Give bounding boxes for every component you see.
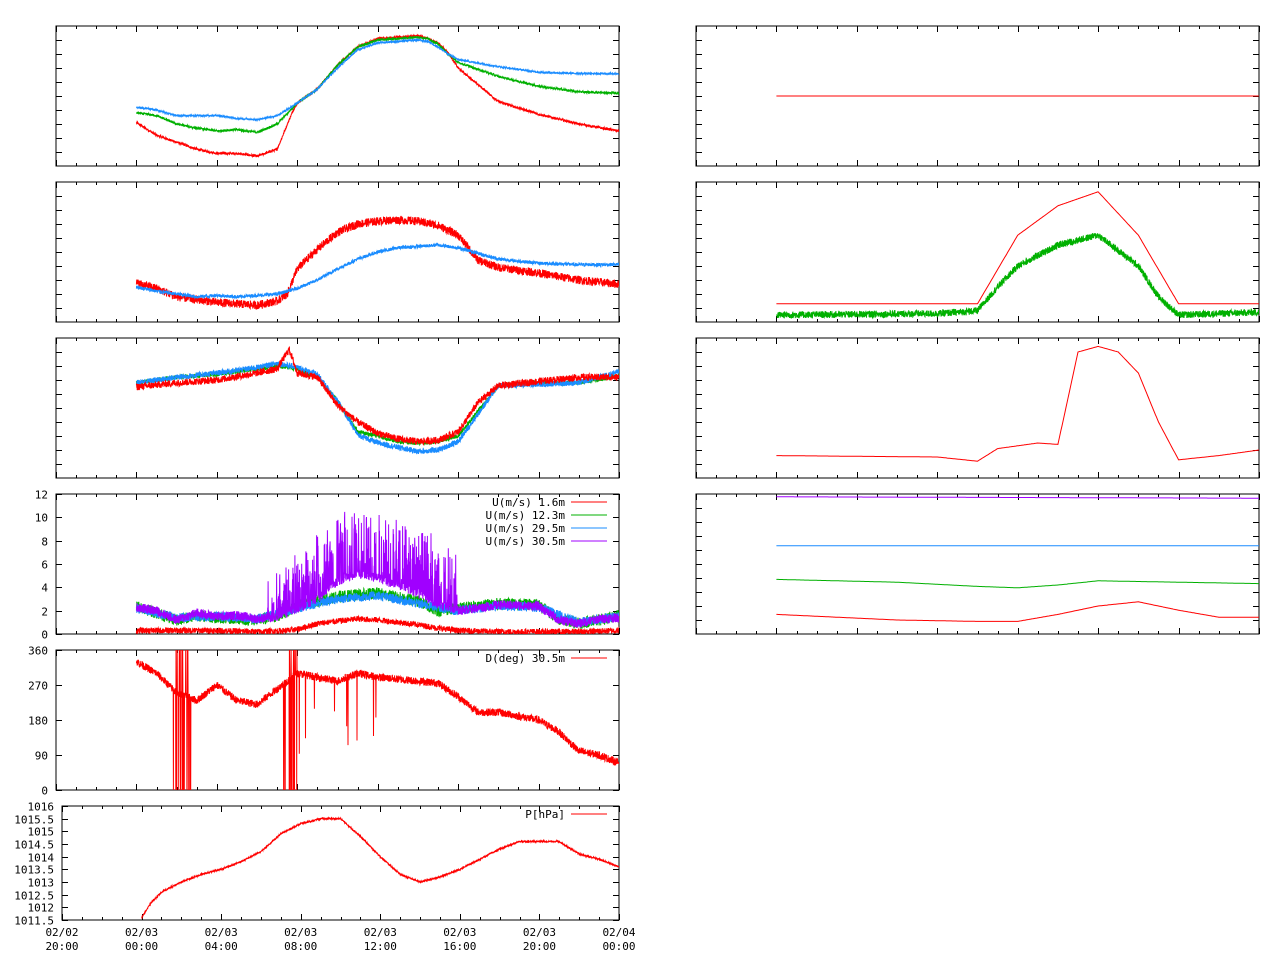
chart-right-2 [695,181,1260,323]
series-line-red [776,345,1259,462]
chart-right-4 [695,493,1260,635]
chart-wind-speed: 0 2 4 6 8 10 12 U(m/s) 1.6mU(m/s) 12.3mU(m/s) 2… [35,489,620,642]
y-tick-label: 1011.5 [14,915,54,928]
legend-label: U(m/s) 1.6m [492,496,565,509]
y-tick-label: 90 [35,750,48,763]
x-tick-label-date: 02/03 [364,926,397,939]
plot-frame [695,493,1260,635]
y-tick-label: 10 [35,512,48,525]
chart-right-3 [695,337,1260,479]
x-tick-label-date: 02/03 [205,926,238,939]
series-line-blue [135,360,619,455]
legend-label: U(m/s) 12.3m [486,509,566,522]
plot-frame [61,805,620,921]
x-tick-label-time: 16:00 [443,940,476,953]
x-tick-label-date: 02/03 [284,926,317,939]
y-tick-label: 1013.5 [14,864,54,877]
series-line-blue [135,37,619,122]
series-line-red [135,215,619,311]
y-tick-label: 12 [35,489,48,502]
x-tick-label-time: 20:00 [523,940,556,953]
legend-label: P[hPa] [525,808,565,821]
plot-frame [695,337,1260,479]
series-group [135,511,619,634]
x-tick-label-time: 00:00 [602,940,635,953]
legend-label: U(m/s) 29.5m [486,522,566,535]
series-group [141,816,619,920]
y-tick-label: 8 [41,536,48,549]
y-tick-label: 180 [28,715,48,728]
chart-pressure: 1011.510121012.510131013.510141014.51015… [14,801,636,954]
chart-left-1 [55,25,620,167]
x-tick-label-date: 02/03 [443,926,476,939]
y-tick-label: 2 [41,606,48,619]
x-tick-label-time: 08:00 [284,940,317,953]
x-tick-label-date: 02/04 [602,926,635,939]
series-line-red [135,33,619,159]
y-tick-label: 0 [41,785,48,798]
legend-label: D(deg) 30.5m [486,652,566,665]
x-tick-label-date: 02/03 [523,926,556,939]
plot-frame [695,181,1260,323]
y-tick-label: 1015.5 [14,814,54,827]
series-group [135,650,619,790]
y-tick-label: 1014 [28,852,55,865]
series-line-purple [135,511,619,628]
y-tick-label: 4 [41,582,48,595]
series-line-red [776,191,1259,305]
y-tick-label: 270 [28,680,48,693]
x-tick-label-time: 20:00 [45,940,78,953]
series-line-green [776,233,1259,320]
legend-label: U(m/s) 30.5m [486,535,566,548]
series-line-blue [135,242,619,300]
series-group [135,33,619,159]
chart-right-1 [695,25,1260,167]
chart-left-3 [55,337,620,479]
plot-frame [55,181,620,323]
y-tick-label: 1012 [28,902,55,915]
x-tick-label-time: 12:00 [364,940,397,953]
series-line-red [776,601,1259,622]
series-line-red [135,650,619,790]
y-tick-label: 1014.5 [14,839,54,852]
plot-frame [55,25,620,167]
y-tick-label: 0 [41,629,48,642]
series-group [135,346,619,455]
y-tick-label: 1015 [28,826,55,839]
series-line-purple [776,496,1259,499]
chart-left-2 [55,181,620,323]
y-tick-label: 6 [41,559,48,572]
series-line-red [135,614,619,634]
x-tick-label-time: 00:00 [125,940,158,953]
series-line-red [135,346,619,446]
y-tick-label: 1012.5 [14,890,54,903]
series-group [135,215,619,311]
x-tick-label-date: 02/03 [125,926,158,939]
y-tick-label: 1016 [28,801,55,814]
series-group [776,496,1259,622]
chart-wind-direction: 0 90 180 270 360 D(deg) 30.5m [28,645,620,798]
y-tick-label: 1013 [28,877,55,890]
x-tick-label-date: 02/02 [45,926,78,939]
x-tick-label-time: 04:00 [205,940,238,953]
series-line-green [776,578,1259,589]
series-line-green [136,35,619,134]
y-tick-label: 360 [28,645,48,658]
series-line-red [141,816,619,920]
series-group [776,345,1259,462]
series-group [776,191,1259,320]
